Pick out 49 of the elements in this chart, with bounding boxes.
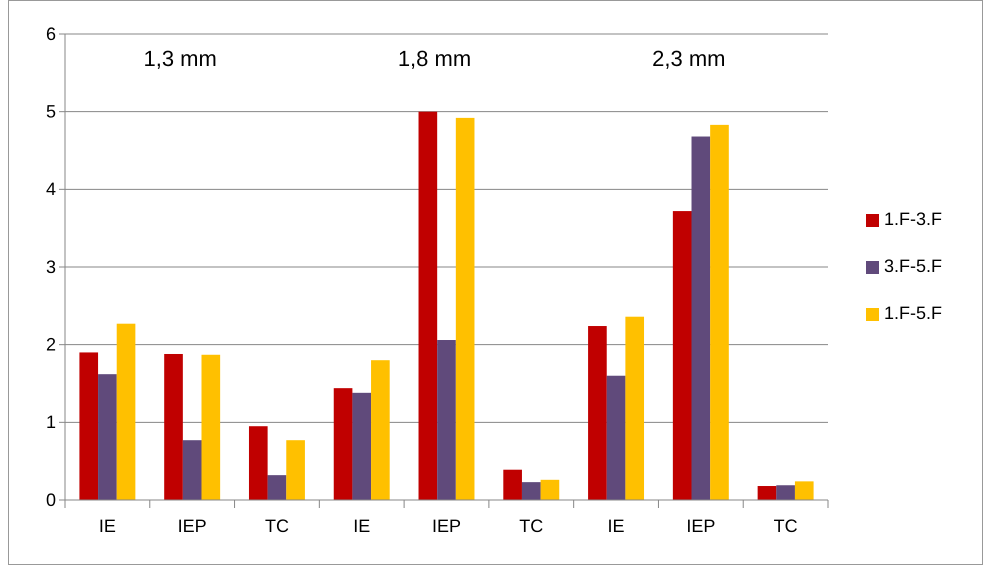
- bar: [116, 324, 136, 500]
- bar: [588, 326, 607, 500]
- x-tick-label: IEP: [432, 516, 462, 536]
- bar: [672, 211, 692, 500]
- x-tick-label: IEP: [178, 516, 207, 536]
- bar: [201, 354, 220, 500]
- bar: [692, 136, 710, 500]
- bar: [371, 360, 390, 500]
- y-tick-label: 5: [46, 101, 56, 122]
- bar: [164, 354, 183, 500]
- x-tick-label: IEP: [686, 516, 716, 536]
- bar: [710, 124, 729, 500]
- x-tick-label: TC: [774, 516, 798, 536]
- bar: [182, 440, 202, 500]
- bar: [352, 392, 372, 500]
- bar: [625, 316, 644, 500]
- bar: [456, 118, 474, 500]
- bar: [418, 112, 438, 500]
- bar: [758, 486, 776, 500]
- bar: [776, 485, 795, 500]
- y-tick-label: 0: [46, 490, 56, 510]
- y-tick-label: 3: [46, 256, 56, 277]
- bar: [794, 481, 814, 500]
- legend-label: 3.F-5.F: [884, 256, 942, 276]
- x-tick-label: IE: [608, 516, 625, 536]
- bar: [437, 340, 456, 500]
- x-tick-label: TC: [264, 516, 289, 536]
- bar: [248, 426, 268, 500]
- annotation: 1,8 mm: [398, 46, 472, 71]
- x-tick-label: TC: [519, 516, 544, 536]
- y-tick-label: 4: [46, 179, 56, 200]
- bar: [79, 352, 98, 500]
- x-tick-label: IE: [98, 516, 116, 536]
- annotation: 1,3 mm: [143, 46, 217, 71]
- bar: [540, 480, 560, 500]
- y-tick-label: 6: [46, 24, 56, 44]
- bar: [334, 388, 352, 500]
- bar: [522, 482, 541, 500]
- y-tick-label: 2: [46, 334, 56, 354]
- bar: [98, 374, 117, 500]
- annotation: 2,3 mm: [652, 46, 726, 71]
- x-tick-label: IE: [353, 516, 370, 536]
- bar: [268, 475, 286, 500]
- legend-label: 1.F-5.F: [884, 303, 942, 323]
- bar: [606, 376, 626, 500]
- bar: [503, 470, 522, 500]
- bar: [286, 440, 305, 500]
- legend-label: 1.F-3.F: [884, 209, 942, 229]
- y-tick-label: 1: [46, 412, 56, 432]
